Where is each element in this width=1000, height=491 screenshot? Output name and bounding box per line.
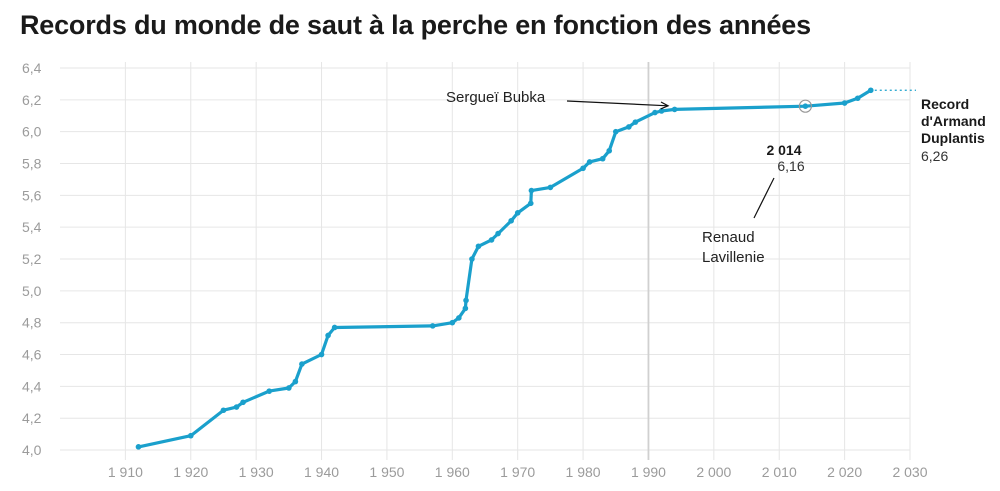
record-point <box>469 256 475 262</box>
record-point <box>547 184 554 191</box>
lavillenie-pointer-line <box>753 177 775 219</box>
y-tick-label: 4,2 <box>22 410 42 426</box>
x-tick-label: 2 030 <box>892 464 927 480</box>
record-point <box>325 332 331 339</box>
record-point <box>495 230 501 237</box>
chart-title: Records du monde de saut à la perche en … <box>20 10 811 40</box>
y-tick-label: 6,0 <box>22 124 42 140</box>
record-point <box>671 106 678 113</box>
record-point <box>841 100 848 106</box>
record-points <box>135 87 874 450</box>
y-tick-label: 4,6 <box>22 347 42 363</box>
record-point <box>463 297 469 304</box>
record-point <box>488 237 495 243</box>
record-point <box>580 165 586 172</box>
record-point <box>286 385 292 391</box>
record-point <box>187 432 194 439</box>
record-point <box>626 124 632 130</box>
x-tick-label: 1 940 <box>304 464 339 480</box>
record-point <box>456 315 462 321</box>
lavillenie-highlight-ring <box>798 99 812 113</box>
lavillenie-name-line2: Lavillenie <box>702 249 765 266</box>
record-point <box>867 87 874 94</box>
record-point <box>331 324 338 331</box>
record-point <box>854 95 861 102</box>
record-point <box>462 305 469 312</box>
duplantis-label-line1: Record <box>921 96 969 112</box>
record-point <box>606 147 613 154</box>
x-tick-label: 2 020 <box>827 464 862 480</box>
record-point <box>508 218 514 224</box>
record-point <box>240 399 246 406</box>
record-point <box>292 378 299 385</box>
x-tick-label: 1 920 <box>173 464 208 480</box>
chart-grid <box>60 62 911 460</box>
x-tick-label: 2 010 <box>762 464 797 480</box>
record-point <box>233 404 240 410</box>
duplantis-value-label: 6,26 <box>921 148 948 164</box>
record-point <box>612 128 619 135</box>
lavillenie-value-label: 6,16 <box>777 158 804 174</box>
record-point <box>652 109 658 116</box>
record-point <box>632 119 639 125</box>
lavillenie-year-label: 2 014 <box>766 142 801 158</box>
record-point <box>802 103 809 110</box>
record-point <box>599 155 606 162</box>
x-tick-label: 1 960 <box>435 464 470 480</box>
y-tick-label: 6,2 <box>22 92 42 108</box>
record-point <box>527 200 534 207</box>
record-point <box>135 444 142 450</box>
x-tick-label: 1 980 <box>566 464 601 480</box>
x-tick-label: 1 910 <box>108 464 143 480</box>
record-point <box>528 187 535 194</box>
duplantis-label-line3: Duplantis <box>921 130 985 146</box>
y-axis-ticks: 4,0 4,2 4,4 4,6 4,8 5,0 5,2 5,4 5,6 5,8 6,0 6,2 6,4 <box>22 60 42 458</box>
duplantis-label-line2: d'Armand <box>921 113 986 129</box>
record-point <box>514 210 521 216</box>
bubka-arrow <box>566 100 669 107</box>
record-point <box>586 159 593 165</box>
record-point <box>449 319 456 326</box>
record-point <box>475 243 482 250</box>
y-tick-label: 4,8 <box>22 315 42 331</box>
y-tick-label: 5,4 <box>22 219 42 235</box>
record-point <box>658 108 665 114</box>
y-tick-label: 5,8 <box>22 156 42 172</box>
x-tick-label: 1 970 <box>500 464 535 480</box>
records-line <box>136 88 873 449</box>
y-tick-label: 5,0 <box>22 283 42 299</box>
y-tick-label: 5,2 <box>22 251 42 267</box>
bubka-arrowhead <box>660 101 670 110</box>
y-tick-label: 5,6 <box>22 187 42 203</box>
record-point <box>318 351 325 358</box>
x-axis-ticks: 1 910 1 920 1 930 1 940 1 950 1 960 1 970 1 980… <box>108 464 928 480</box>
lavillenie-name-line1: Renaud <box>702 229 755 246</box>
bubka-label: Sergueï Bubka <box>446 89 546 106</box>
record-point <box>266 388 273 394</box>
x-tick-label: 1 990 <box>631 464 666 480</box>
y-tick-label: 4,0 <box>22 442 42 458</box>
x-tick-label: 1 950 <box>369 464 404 480</box>
x-tick-label: 2 000 <box>696 464 731 480</box>
x-tick-label: 1 930 <box>239 464 274 480</box>
y-tick-label: 4,4 <box>22 378 42 394</box>
record-point <box>299 361 305 367</box>
y-tick-label: 6,4 <box>22 60 42 76</box>
record-point <box>220 407 227 414</box>
record-point <box>429 323 436 329</box>
